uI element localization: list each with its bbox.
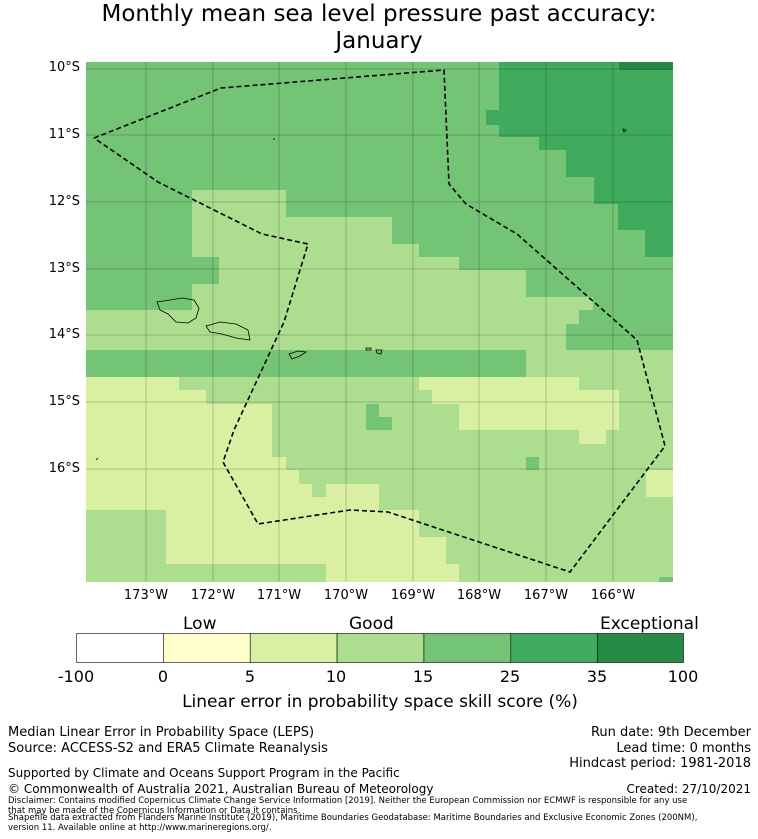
footer-support: Supported by Climate and Oceans Support … — [8, 766, 400, 780]
skill-region-25-35-patch1 — [366, 404, 379, 430]
footer-created-date: Created: 27/10/2021 — [626, 782, 751, 796]
legend-tick-25: 25 — [499, 667, 521, 686]
skill-region-15-25-west-edge — [86, 324, 139, 350]
eez-boundary — [93, 69, 666, 573]
disclaimer-line2: that may be made of the Copernicus Infor… — [8, 806, 301, 816]
map-subtitle-month: January — [335, 28, 423, 54]
legend-tick-10: 10 — [325, 667, 347, 686]
legend-tick-15: 15 — [412, 667, 434, 686]
legend-swatch-4 — [423, 633, 512, 663]
lon-label-168w: 168°W — [456, 588, 502, 603]
rose-atoll — [95, 457, 99, 461]
lat-label-10s: 10°S — [48, 60, 80, 75]
lat-label-13s: 13°S — [48, 261, 80, 276]
lon-label-173w: 173°W — [123, 588, 169, 603]
footer-method: Median Linear Error in Probability Space… — [8, 725, 315, 740]
footer-hindcast-period: Hindcast period: 1981-2018 — [569, 756, 751, 771]
savaii-island — [156, 297, 200, 324]
lon-label-169w: 169°W — [390, 588, 436, 603]
skill-region-exceptional-ne — [619, 62, 673, 70]
lat-label-16s: 16°S — [48, 461, 80, 476]
lon-label-167w: 167°W — [523, 588, 569, 603]
lat-label-11s: 11°S — [48, 127, 80, 142]
disclaimer-line1: Disclaimer: Contains modified Copernicus… — [8, 796, 688, 806]
skill-region-25-35-patch4 — [659, 577, 673, 582]
skill-region-10-15-east — [419, 377, 619, 444]
tokelau-atoll — [622, 128, 627, 133]
lon-label-166w: 166°W — [590, 588, 636, 603]
legend-category-exceptional: Exceptional — [600, 614, 699, 634]
graticule — [86, 62, 673, 582]
footer-run-date: Run date: 9th December — [590, 725, 751, 740]
skill-region-25-35-patch3 — [526, 457, 539, 470]
lon-label-172w: 172°W — [190, 588, 236, 603]
lat-label-12s: 12°S — [48, 194, 80, 209]
skill-region-10-15-sw-band — [86, 460, 139, 510]
lon-label-170w: 170°W — [323, 588, 369, 603]
samoa-islands — [95, 128, 627, 461]
legend-swatch-5 — [510, 633, 598, 663]
legend-tick-35: 35 — [586, 667, 608, 686]
legend-swatch-6 — [597, 633, 684, 663]
lat-label-14s: 14°S — [48, 327, 80, 342]
legend-axis-label: Linear error in probability space skill … — [182, 692, 578, 712]
legend-colorbar — [76, 633, 684, 663]
legend-swatch-0 — [76, 633, 164, 663]
manua-island-1 — [365, 347, 372, 351]
upolu-island — [205, 321, 251, 341]
skill-region-10-15-west — [86, 377, 459, 582]
skill-region-10-15-se — [646, 470, 673, 497]
map-title: Monthly mean sea level pressure past acc… — [101, 1, 657, 27]
shapefile-line1: Shapefile data extracted from Flanders M… — [8, 813, 698, 823]
legend-swatch-1 — [163, 633, 251, 663]
legend-tick-5: 5 — [244, 667, 256, 686]
footer-source: Source: ACCESS-S2 and ERA5 Climate Reana… — [8, 741, 328, 756]
footer-copyright: © Commonwealth of Australia 2021, Austra… — [8, 782, 434, 796]
legend-swatch-3 — [336, 633, 425, 663]
legend-tick-minus100: -100 — [57, 667, 95, 686]
legend-swatch-2 — [249, 633, 338, 663]
tutuila-island — [288, 350, 308, 360]
lat-label-15s: 15°S — [48, 394, 80, 409]
skill-score-map — [86, 62, 673, 582]
legend-category-good: Good — [349, 614, 394, 634]
skill-region-35-ne — [486, 62, 673, 257]
legend-tick-0: 0 — [157, 667, 169, 686]
manua-island-2 — [375, 349, 383, 355]
shapefile-line2: version 11. Available online at http://w… — [8, 823, 272, 833]
skill-region-25-35-patch2 — [379, 417, 392, 430]
footer-lead-time: Lead time: 0 months — [616, 741, 751, 756]
legend-tick-100: 100 — [667, 667, 699, 686]
legend-category-low: Low — [183, 614, 217, 634]
lon-label-171w: 171°W — [256, 588, 302, 603]
